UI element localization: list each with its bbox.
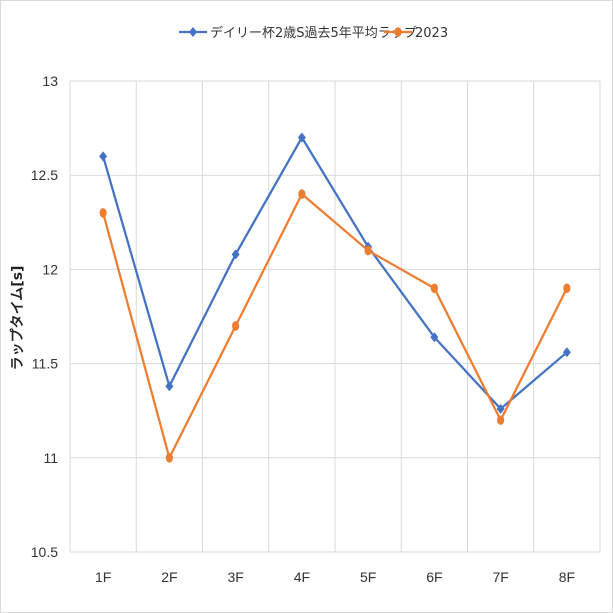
y-tick-label: 12: [42, 261, 58, 277]
y-tick-label: 13: [42, 73, 58, 89]
y-tick-label: 11: [43, 450, 58, 466]
x-tick-label: 1F: [95, 569, 111, 585]
data-point: [165, 381, 174, 392]
x-tick-label: 6F: [426, 569, 442, 585]
x-tick-label: 8F: [559, 569, 575, 585]
data-point: [232, 321, 240, 331]
x-tick-label: 5F: [360, 569, 376, 585]
series-group: [99, 132, 571, 463]
data-point: [165, 453, 173, 463]
legend-label: 2023: [415, 26, 448, 41]
data-point: [99, 208, 107, 218]
x-axis-ticks: 1F 2F 3F 4F 5F 6F 7F 8F: [95, 569, 575, 585]
x-tick-label: 2F: [161, 569, 177, 585]
legend-label: デイリー杯2歳S過去5年平均ラップ: [210, 25, 417, 41]
data-point: [99, 151, 108, 162]
y-axis-label: ラップタイム[s]: [10, 266, 26, 371]
y-axis-ticks: 10.5 11 11.5 12 12.5 13: [31, 73, 58, 560]
data-point: [562, 347, 571, 358]
data-point: [364, 245, 372, 256]
x-tick-label: 7F: [492, 569, 508, 585]
data-point: [297, 132, 306, 143]
legend-marker: [189, 27, 197, 37]
y-tick-label: 10.5: [31, 544, 58, 560]
data-point: [496, 403, 505, 414]
data-point: [298, 189, 306, 199]
legend-marker: [394, 27, 402, 37]
x-tick-label: 3F: [227, 569, 243, 585]
data-point: [497, 415, 505, 425]
data-point: [430, 332, 439, 343]
data-point: [430, 283, 438, 294]
y-tick-label: 11.5: [32, 356, 58, 372]
data-point: [231, 249, 240, 260]
y-tick-label: 12.5: [31, 167, 58, 183]
x-tick-label: 4F: [294, 569, 310, 585]
gridlines: [69, 80, 601, 553]
series-line-2: [102, 192, 568, 459]
data-point: [563, 283, 571, 294]
